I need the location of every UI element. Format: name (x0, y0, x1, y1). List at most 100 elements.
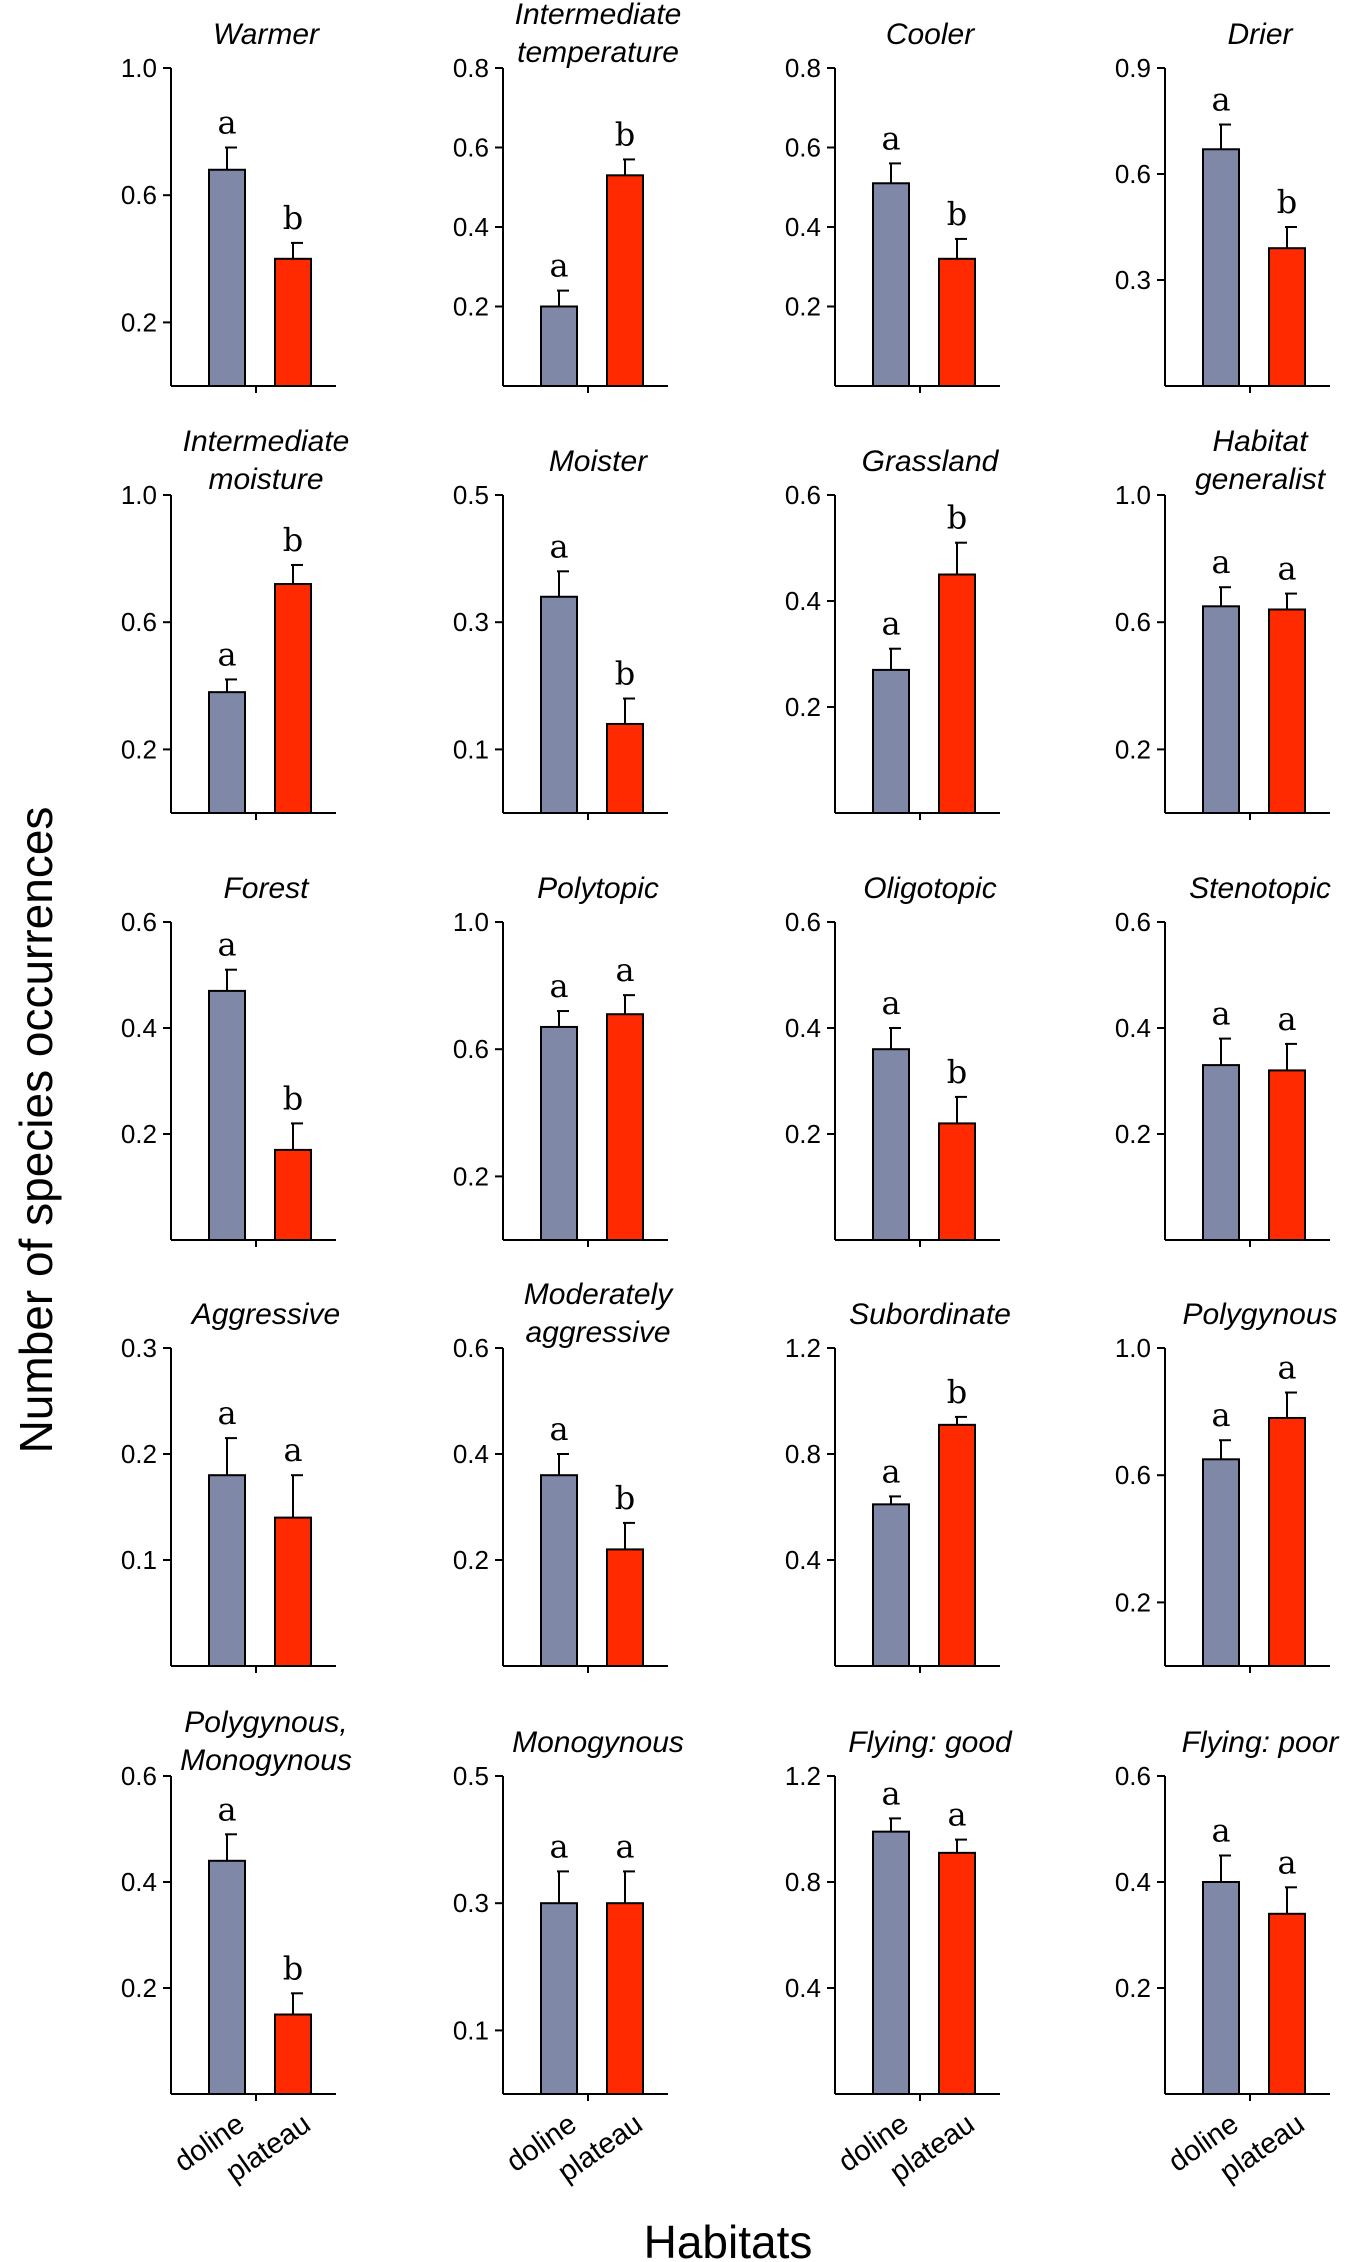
bar-doline (1202, 1881, 1240, 2095)
y-tick-label: 0.8 (785, 1867, 821, 1897)
y-tick-label: 0.2 (1115, 1973, 1151, 2003)
y-tick-label: 0.2 (785, 692, 821, 722)
significance-letter-doline: a (1211, 995, 1230, 1033)
y-tick-label: 0.4 (785, 212, 821, 242)
y-tick-label: 1.0 (1115, 480, 1151, 510)
panel-title: Moister (549, 445, 648, 478)
y-tick-label: 0.6 (1115, 1761, 1151, 1791)
panel-15: Subordinate 0.4 0.8 1.2 a b (785, 1298, 1011, 1673)
panel-title-line-2: Monogynous (180, 1744, 352, 1777)
bar-doline (1202, 1458, 1240, 1668)
panel-title: Polytopic (537, 872, 659, 905)
y-tick-label: 0.2 (1115, 1587, 1151, 1617)
panel-7: Grassland 0.2 0.4 0.6 a b (785, 445, 1000, 820)
bar-plateau (274, 1148, 312, 1242)
panel-14: Moderately aggressive 0.2 0.4 0.6 a b (453, 1278, 674, 1673)
y-tick-label: 0.9 (1115, 53, 1151, 83)
panel-title-line-2: moisture (208, 463, 323, 496)
y-tick-label: 0.2 (1115, 1119, 1151, 1149)
bar-doline (540, 1025, 578, 1241)
y-tick-label: 0.6 (785, 907, 821, 937)
y-tick-label: 0.5 (453, 1761, 489, 1791)
significance-letter-doline: a (217, 104, 236, 142)
bar-doline (540, 305, 578, 387)
bar-plateau (1268, 1912, 1306, 2096)
bar-doline (208, 1859, 246, 2096)
bar-doline (872, 1048, 910, 1241)
bar-plateau (274, 257, 312, 387)
significance-letter-doline: a (549, 527, 568, 565)
y-tick-label: 0.2 (121, 1119, 157, 1149)
y-tick-label: 0.2 (453, 292, 489, 322)
significance-letter-plateau: b (947, 1373, 967, 1411)
panel-4: Drier 0.3 0.6 0.9 a b (1115, 18, 1330, 393)
y-tick-label: 0.2 (121, 1973, 157, 2003)
bar-plateau (606, 722, 644, 815)
y-tick-label: 0.6 (121, 607, 157, 637)
panel-title-line-2: generalist (1195, 463, 1327, 496)
bar-plateau (938, 1851, 976, 2095)
y-tick-label: 0.4 (785, 1013, 821, 1043)
panel-title: Monogynous (512, 1726, 684, 1759)
significance-letter-plateau: a (615, 1827, 634, 1865)
bar-plateau (606, 1902, 644, 2095)
bar-plateau (938, 1423, 976, 1667)
y-tick-label: 0.6 (453, 1333, 489, 1363)
bar-doline (208, 691, 246, 814)
y-tick-label: 0.4 (121, 1867, 157, 1897)
bar-doline (540, 1902, 578, 2095)
y-tick-label: 0.4 (1115, 1867, 1151, 1897)
y-tick-label: 0.8 (785, 53, 821, 83)
y-tick-label: 1.2 (785, 1333, 821, 1363)
panel-10: Polytopic 0.2 0.6 1.0 a a (453, 872, 668, 1247)
y-tick-label: 0.1 (121, 1545, 157, 1575)
significance-letter-doline: a (217, 926, 236, 964)
y-tick-label: 0.4 (785, 1973, 821, 2003)
y-tick-label: 0.2 (1115, 734, 1151, 764)
panel-title: Flying: poor (1182, 1726, 1340, 1759)
panel-title-line-1: Intermediate (515, 0, 682, 31)
significance-letter-doline: a (549, 247, 568, 285)
y-tick-label: 0.6 (121, 907, 157, 937)
y-tick-label: 0.6 (121, 1761, 157, 1791)
bar-doline (540, 1474, 578, 1667)
y-tick-label: 0.8 (453, 53, 489, 83)
significance-letter-doline: a (881, 605, 900, 643)
panel-title-line-2: aggressive (525, 1316, 670, 1349)
significance-letter-plateau: a (1277, 550, 1296, 588)
panel-title: Forest (223, 872, 310, 905)
panel-title: Flying: good (848, 1726, 1013, 1759)
y-tick-label: 1.0 (1115, 1333, 1151, 1363)
significance-letter-doline: a (217, 1394, 236, 1432)
panel-3: Cooler 0.2 0.4 0.6 0.8 a b (785, 18, 1000, 393)
significance-letter-doline: a (217, 635, 236, 673)
y-tick-label: 0.2 (453, 1545, 489, 1575)
bar-plateau (1268, 1416, 1306, 1667)
y-tick-label: 1.0 (121, 53, 157, 83)
y-tick-label: 0.4 (785, 586, 821, 616)
panel-title: Aggressive (190, 1298, 340, 1331)
bar-plateau (274, 2013, 312, 2095)
significance-letter-plateau: b (615, 655, 635, 693)
y-tick-label: 0.4 (453, 1439, 489, 1469)
bar-plateau (274, 1516, 312, 1667)
significance-letter-plateau: b (283, 1949, 303, 1987)
bar-doline (208, 1474, 246, 1667)
panel-title: Polygynous (1182, 1298, 1337, 1331)
y-tick-label: 0.6 (453, 133, 489, 163)
panel-title: Oligotopic (863, 872, 996, 905)
y-tick-label: 0.6 (1115, 907, 1151, 937)
significance-letter-plateau: a (1277, 1843, 1296, 1881)
y-tick-label: 0.2 (121, 1439, 157, 1469)
panel-grid: Warmer 0.2 0.6 1.0 a b Intermediate temperature… (121, 0, 1340, 2189)
panel-8: Habitat generalist 0.2 0.6 1.0 a a (1115, 425, 1330, 820)
bar-plateau (1268, 247, 1306, 387)
y-tick-label: 0.6 (785, 133, 821, 163)
significance-letter-plateau: b (1277, 183, 1297, 221)
panel-13: Aggressive 0.1 0.2 0.3 a a (121, 1298, 340, 1673)
y-tick-label: 1.0 (453, 907, 489, 937)
y-tick-label: 0.8 (785, 1439, 821, 1469)
panel-title: Stenotopic (1189, 872, 1331, 905)
bar-plateau (606, 1548, 644, 1668)
